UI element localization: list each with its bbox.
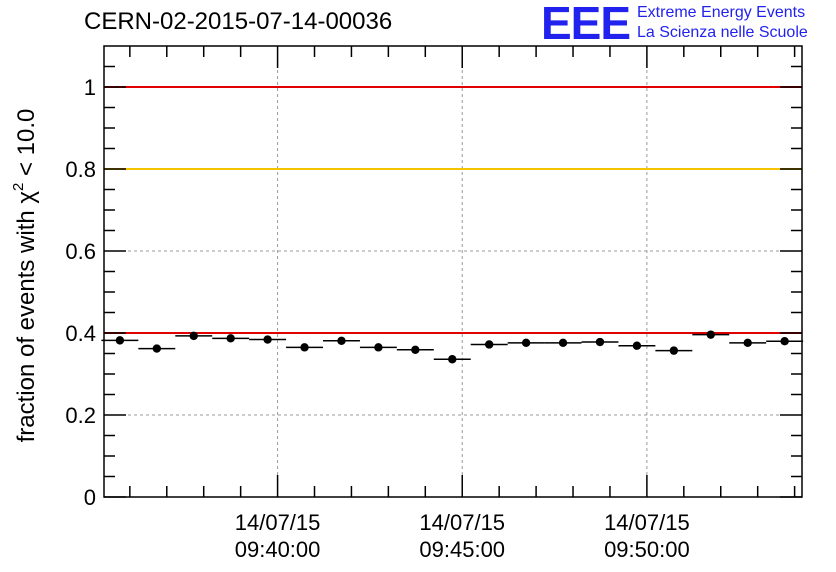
run-title: CERN-02-2015-07-14-00036 bbox=[84, 8, 393, 35]
y-axis-title-tail: < 10.0 bbox=[13, 109, 40, 183]
data-point bbox=[632, 341, 642, 350]
data-point bbox=[558, 338, 568, 348]
x-tick-label-time: 09:45:00 bbox=[419, 537, 505, 562]
data-point bbox=[521, 338, 531, 348]
eee-logo: EEE Extreme Energy Events La Scienza nel… bbox=[541, 0, 831, 49]
data-point bbox=[300, 343, 309, 352]
x-tick-label-date: 14/07/15 bbox=[604, 510, 690, 535]
x-tick-label-time: 09:50:00 bbox=[604, 537, 690, 562]
logo-line-1: Extreme Energy Events bbox=[637, 4, 806, 21]
plot-frame bbox=[103, 45, 803, 498]
data-point bbox=[189, 331, 198, 341]
data-points bbox=[101, 330, 804, 364]
data-point bbox=[595, 337, 605, 347]
data-point bbox=[374, 343, 383, 352]
reference-lines bbox=[104, 86, 802, 334]
x-tick-label-time: 09:40:00 bbox=[235, 537, 321, 562]
data-point bbox=[448, 355, 457, 364]
y-tick-label: 1 bbox=[84, 75, 96, 100]
x-tick-label-date: 14/07/15 bbox=[235, 510, 321, 535]
data-point bbox=[706, 330, 715, 339]
grid bbox=[104, 46, 802, 497]
axes: 00.20.40.60.8114/07/1509:40:0014/07/1509… bbox=[65, 46, 802, 562]
y-tick-label: 0.6 bbox=[65, 239, 96, 264]
data-point bbox=[115, 336, 125, 345]
logo-line-2: La Scienza nelle Scuole bbox=[637, 24, 808, 41]
data-point bbox=[263, 335, 272, 344]
data-point bbox=[484, 340, 494, 349]
data-point bbox=[411, 345, 420, 355]
y-axis-title-exponent: 2 bbox=[10, 183, 27, 191]
data-point bbox=[152, 344, 162, 353]
y-tick-label: 0.8 bbox=[65, 157, 96, 182]
y-axis-title: fraction of events with χ2 < 10.0 bbox=[10, 109, 40, 443]
data-point bbox=[337, 336, 346, 345]
data-point bbox=[226, 334, 235, 343]
data-point bbox=[780, 337, 789, 346]
eee-logo-mark: EEE bbox=[541, 0, 631, 49]
y-tick-label: 0 bbox=[84, 485, 96, 510]
data-point bbox=[743, 338, 752, 348]
y-axis-title-main: fraction of events with χ bbox=[13, 191, 40, 443]
y-tick-label: 0.4 bbox=[65, 321, 96, 346]
y-tick-label: 0.2 bbox=[65, 403, 96, 428]
x-tick-label-date: 14/07/15 bbox=[419, 510, 505, 535]
data-point bbox=[669, 346, 679, 355]
